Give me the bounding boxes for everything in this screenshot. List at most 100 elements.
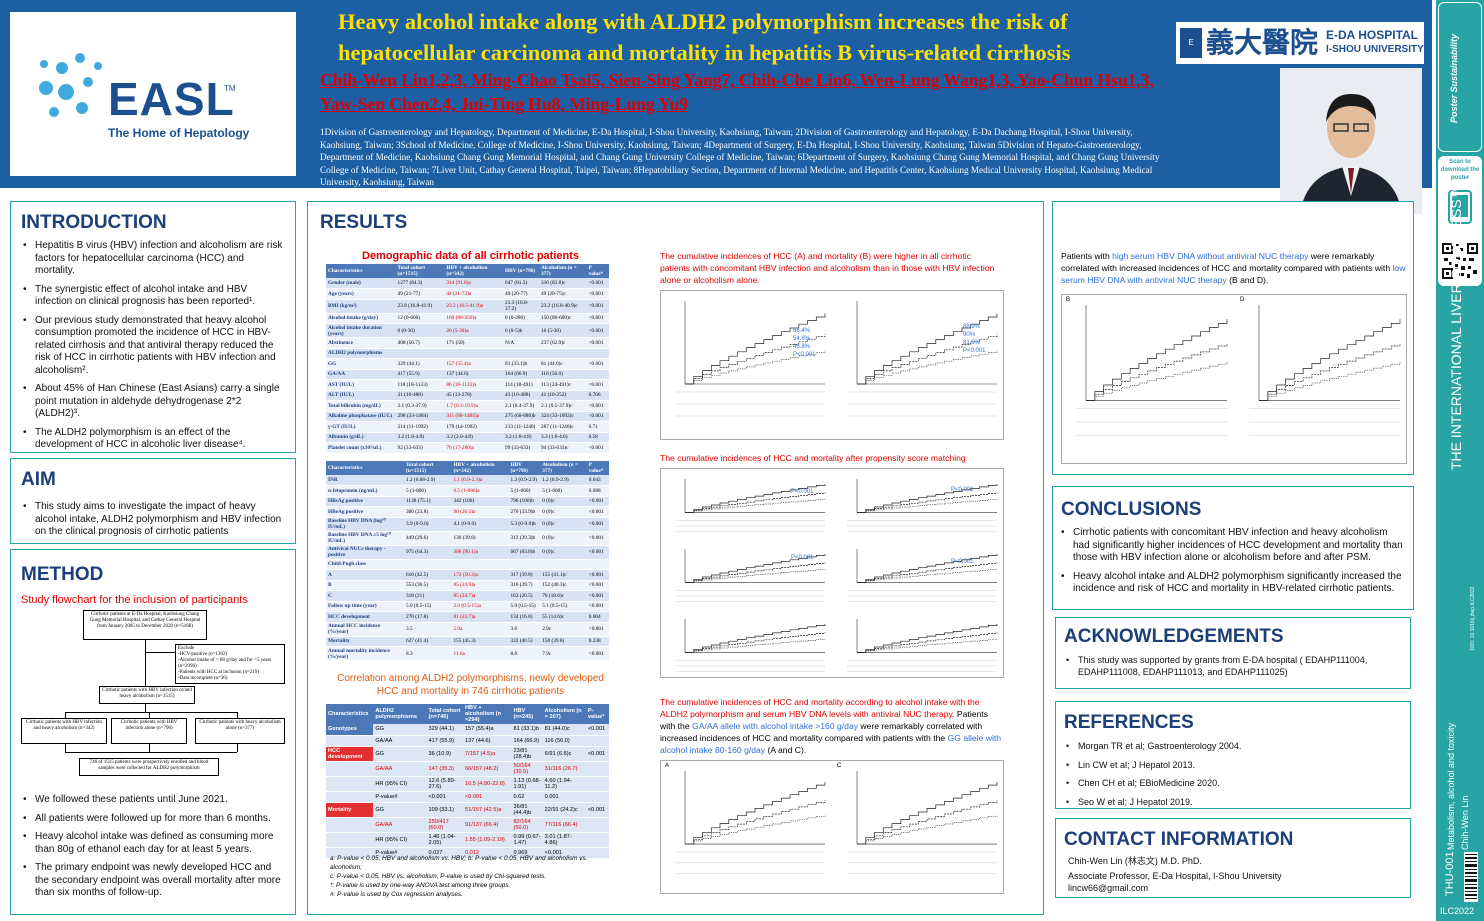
table-group-cell (326, 832, 374, 848)
table-cell: 7.9c (540, 646, 587, 661)
genotype-caption: The cumulative incidences of HCC and mor… (660, 696, 1005, 756)
genotype-caption-highlight: GA/AA allele with alcohol intake >160 g/… (692, 721, 859, 731)
table-cell: 82/164 (50.0) (511, 817, 543, 833)
table-cell: 0 (0-30) (395, 323, 445, 338)
table-cell: 0 (0)c (540, 531, 587, 546)
aim-heading: AIM (21, 469, 56, 490)
congress-name: THE INTERNATIONAL LIVER CONGRESS™ (1448, 185, 1464, 470)
table-cell: 90 (26.3)a (451, 506, 509, 518)
table-cell (585, 832, 609, 848)
table-cell: 92 (33-633) (395, 442, 445, 454)
km-b-pct: 90% (963, 332, 976, 338)
table-row: P-value# 0.027 0.012 0.969 <0.001 (326, 847, 609, 859)
table-cell: Annual mortality incidence (%/year) (326, 646, 404, 661)
table-cell: 1.1 (0.9-2.3)a (451, 475, 509, 486)
hbv-caption-part: (B and D). (1226, 275, 1269, 285)
header-banner: EASL TM The Home of Hepatology Heavy alc… (0, 0, 1432, 214)
table-cell: 45 (13-278) (444, 390, 504, 401)
table-cell: <0.001 (586, 622, 609, 637)
table-row: HCC development GG 36 (10.9) 7/157 (4.5)a 23… (326, 746, 609, 762)
table-group-cell (326, 791, 374, 803)
table-cell: 3.2 (2.0-4.8) (444, 432, 504, 443)
table-cell: 6.5 (1-886)a (451, 485, 509, 497)
table-cell: 86 (18-1133)a (444, 379, 504, 391)
contact-email[interactable]: lincw66@gmail.com (1068, 883, 1149, 893)
table-cell: 91/137 (66.4) (462, 817, 512, 833)
method-section: METHOD Study flowchart for the inclusion… (10, 549, 296, 915)
table-cell: 0.012 (462, 847, 512, 859)
table-header-cell: HBV (n=796) (503, 264, 539, 278)
table-row: C 318 (21) 85 (24.7)a 163 (20.5) 70 (18.6)c <… (326, 590, 609, 602)
flow-connector (65, 712, 237, 713)
table-row: Albumin (g/dL) 3.2 (1.8-4.8) 3.2 (2.0-4.8)… (326, 432, 609, 443)
table-note: #: P-value is used by Cox regression ana… (330, 891, 463, 898)
table-cell: 796 (100)b (508, 496, 541, 507)
km-curve (685, 814, 826, 845)
km-a-pct: P<0.001 (793, 352, 816, 358)
easl-logo: EASL TM The Home of Hepatology (10, 12, 296, 176)
table-cell: 81 (23.7)a (451, 611, 509, 623)
genotype-caption-lead: The cumulative incidences of HCC and mor… (660, 697, 980, 719)
list-item: Seo W et al; J Hepatol 2019. (1064, 796, 1404, 809)
table-header-cell: HBV + alcoholism (n =294) (462, 704, 512, 724)
table-cell: Total bilirubin (mg/dL) (326, 400, 396, 412)
poster-sustainability-brand: Poster Sustainability (1449, 33, 1459, 123)
list-item: Cirrhotic patients with concomitant HBV … (1059, 527, 1407, 565)
table-cell: 20 (5-30)a (444, 323, 504, 338)
table-cell: <0.001 (586, 313, 609, 324)
table-cell: ALT (IU/L) (326, 390, 396, 401)
table-cell (538, 348, 587, 359)
table-cell: 99 (33-633) (503, 442, 539, 454)
panel-label: D (1240, 297, 1245, 303)
table-cell: 322 (40.5) (508, 636, 541, 647)
km-curve (857, 562, 998, 583)
table-cell: γ-GT (IU/L) (326, 421, 396, 433)
table-cell: 164 (66.9) (511, 735, 543, 747)
table-cell: 5.1 (0.5-15) (540, 601, 587, 612)
km-a-pct: 46.8% (793, 344, 811, 350)
table-cell: 81 (44.0)c (542, 724, 586, 736)
introduction-heading: INTRODUCTION (21, 212, 167, 233)
list-item: Morgan TR et al; Gastroenterology 2004. (1064, 740, 1404, 753)
table-cell: 316 (39.7) (508, 580, 541, 591)
table-row: Alcohol intake (g/day) 12 (0-600) 160 (80-… (326, 313, 609, 324)
list-item: The synergistic effect of alcohol intake… (21, 284, 285, 309)
list-item: This study aims to investigate the impac… (21, 501, 285, 539)
table-cell: 172 (50.3)a (451, 569, 509, 581)
table-cell: HCC development (326, 611, 404, 623)
table-row: HR (95% CI) 12.6 (5.80-27.6) 10.5 (4.80-22… (326, 776, 609, 792)
table-cell: 49 (20-75)c (538, 288, 587, 300)
km-a-pct: 66.4% (793, 328, 811, 334)
table-cell: HR (95% CI) (373, 776, 427, 792)
table-cell: 1.13 (0.68-1.91) (511, 776, 543, 792)
km-figure-1: 66.4% 54.8% 46.8% P<0.001 88.9% 90% 81.9% P<0.… (660, 290, 1004, 440)
table-cell: 0 (0-280) (503, 313, 539, 324)
table-cell: 1.46 (1.04-2.05) (426, 832, 463, 848)
table-cell: 23.2 (16.8-40.9)c (538, 299, 587, 314)
flow-box-screened: Cirrhotic patients at E-Da Hospital, Kao… (83, 610, 207, 640)
table-header-cell: P-value* (585, 704, 609, 724)
qr-panel[interactable]: Scan to download the poster (1438, 156, 1482, 286)
table-cell: 85 (24.9)a (451, 580, 509, 591)
table-cell: 213 (11-1240) (503, 421, 539, 433)
table-cell (503, 348, 539, 359)
table-cell: <0.001 (586, 323, 609, 338)
table-cell: GG (326, 358, 396, 370)
km-b-pct: P<0.001 (963, 348, 986, 354)
flow-connector (65, 712, 66, 718)
km-curve (685, 562, 826, 583)
eda-badge-icon: E (1180, 28, 1202, 58)
contact-heading: CONTACT INFORMATION (1064, 829, 1294, 850)
table-cell: 116 (56.0) (538, 369, 587, 380)
table-cell: 81 (33.1)b (503, 358, 539, 370)
table-cell: 137 (44.6) (444, 369, 504, 380)
km-curve (685, 782, 826, 845)
flow-box-included: Cirrhotic patients with HBV infection or… (99, 686, 195, 704)
doi-text: DOI: 10.1016/j.jhep.ILC2022 (1470, 586, 1476, 650)
table-cell: 66/157 (48.2) (462, 761, 512, 777)
hbv-dna-section: Patients with high serum HBV DNA without… (1052, 201, 1414, 475)
table-cell: 1.2 (0.9-2.9) (508, 475, 541, 486)
table-cell: Alkaline phosphatase (IU/L) (326, 411, 396, 422)
table-cell: 150 (39.8) (540, 636, 587, 647)
table-row: BMI (kg/m²) 23.8 (16.8-41.9) 23.2 (16.5-41… (326, 299, 609, 314)
